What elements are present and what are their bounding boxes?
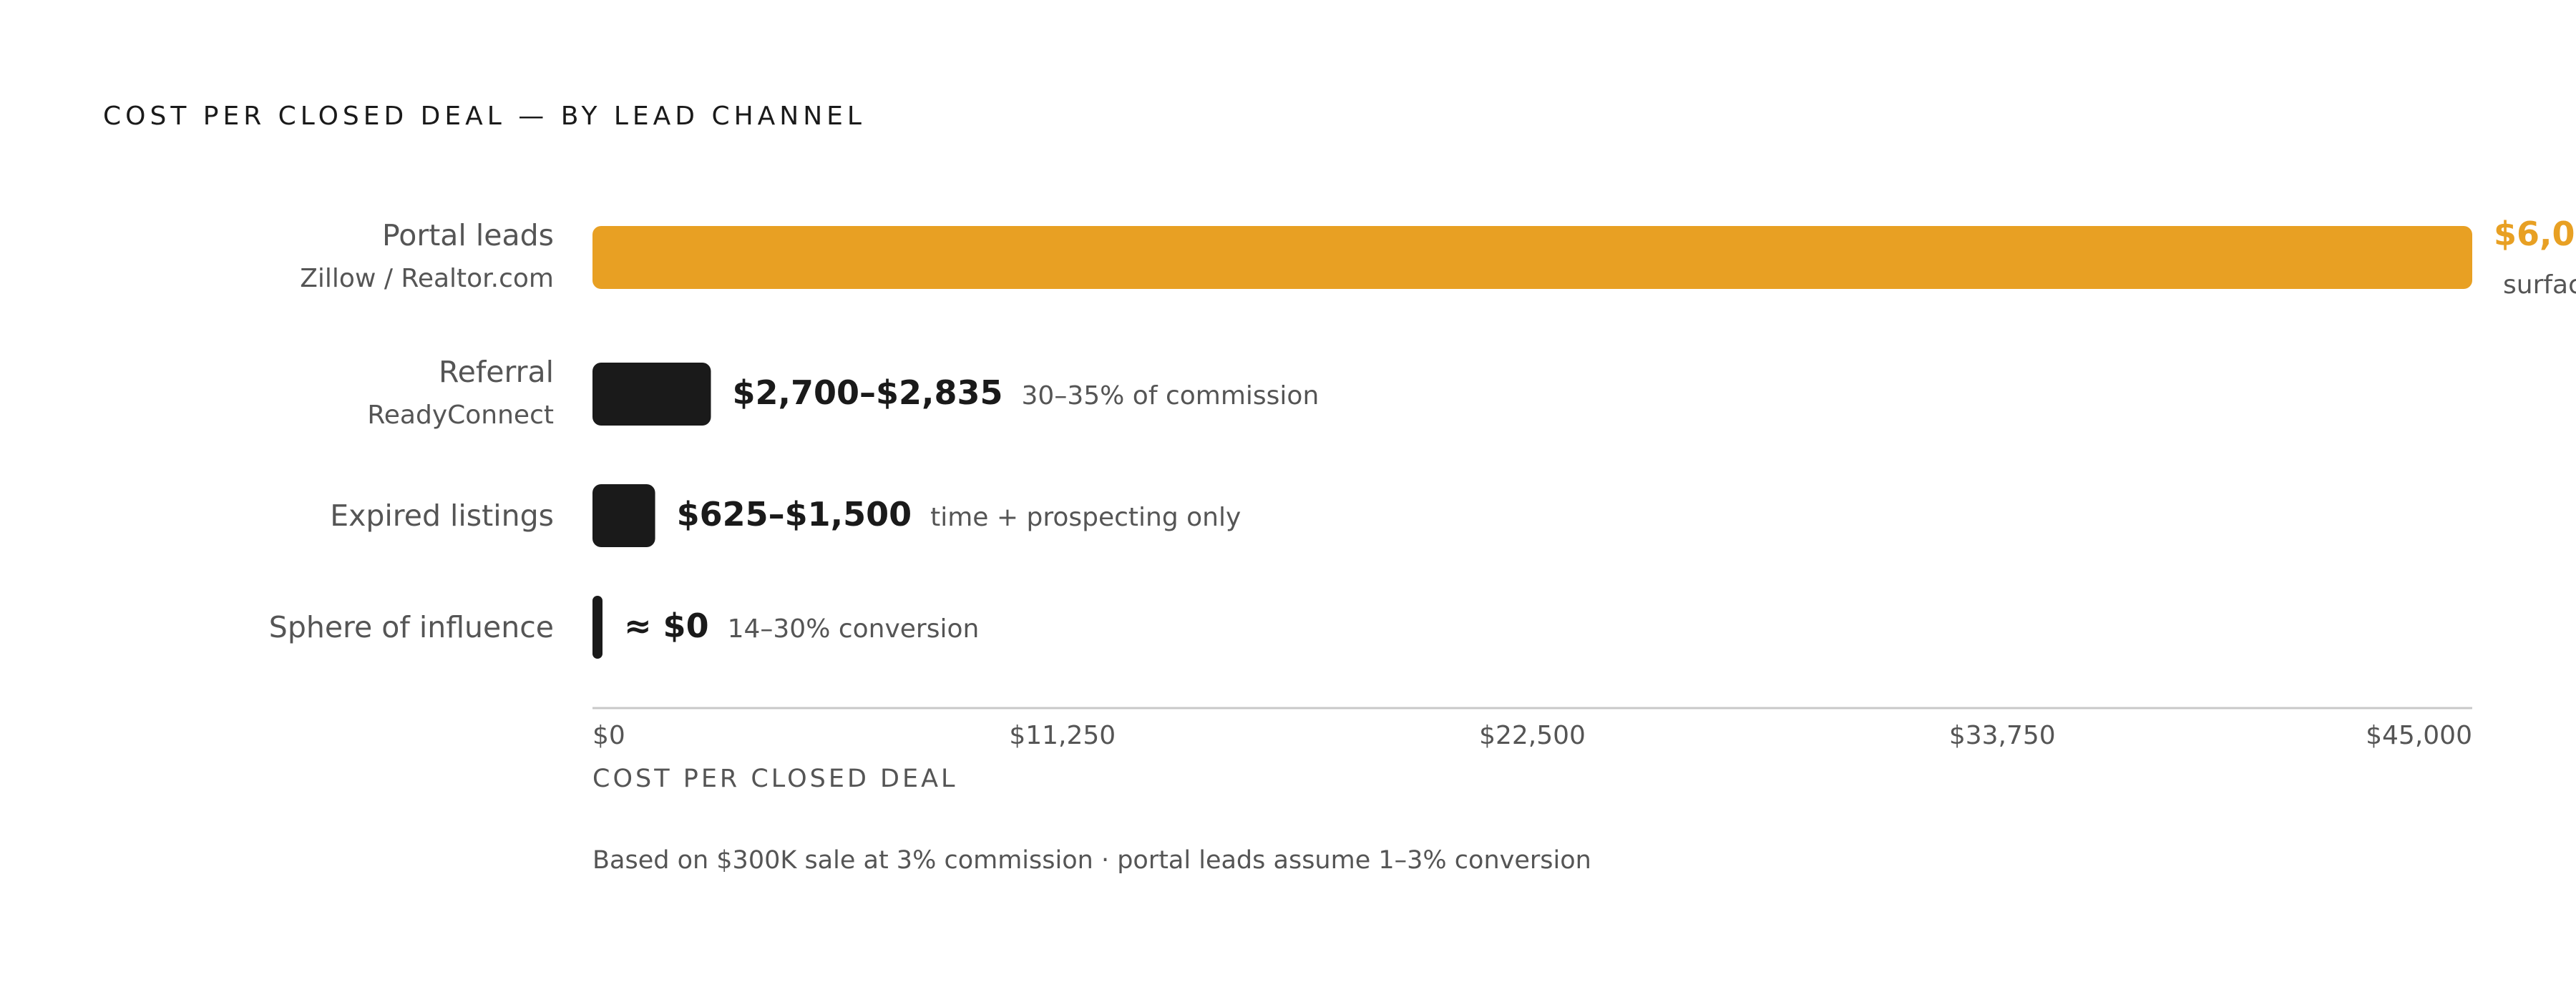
category-label: Expired listings: [330, 499, 554, 533]
value-annotation: 30–35% of commission: [1022, 381, 1319, 411]
category-label: Referral: [439, 355, 554, 389]
value-annotation: 14–30% conversion: [728, 614, 980, 644]
bar: [592, 226, 2472, 289]
category-label: Portal leads: [382, 218, 554, 252]
chart-title: COST PER CLOSED DEAL — BY LEAD CHANNEL: [103, 102, 866, 131]
x-tick-label: $22,500: [1479, 721, 1586, 750]
footnote: Based on $300K sale at 3% commission · p…: [592, 846, 1591, 875]
x-axis-label: COST PER CLOSED DEAL: [592, 765, 958, 793]
x-tick-label: $11,250: [1009, 721, 1116, 750]
x-tick-label: $0: [592, 721, 625, 750]
bar: [592, 363, 711, 426]
value-label: $625–$1,500: [677, 495, 912, 534]
x-tick-label: $45,000: [2366, 721, 2472, 750]
x-tick-label: $33,750: [1949, 721, 2056, 750]
subcategory-label: Zillow / Realtor.com: [300, 264, 554, 293]
category-label: Sphere of influence: [269, 610, 554, 644]
value-label: $2,700–$2,835: [733, 373, 1003, 412]
value-annotation: time + prospecting only: [930, 503, 1241, 532]
subcategory-label: ReadyConnect: [367, 401, 554, 430]
value-label: $6,0: [2494, 215, 2575, 253]
bar: [592, 484, 655, 547]
bar: [592, 596, 602, 659]
value-label: ≈ $0: [624, 607, 709, 645]
value-annotation: surfac: [2503, 270, 2576, 300]
